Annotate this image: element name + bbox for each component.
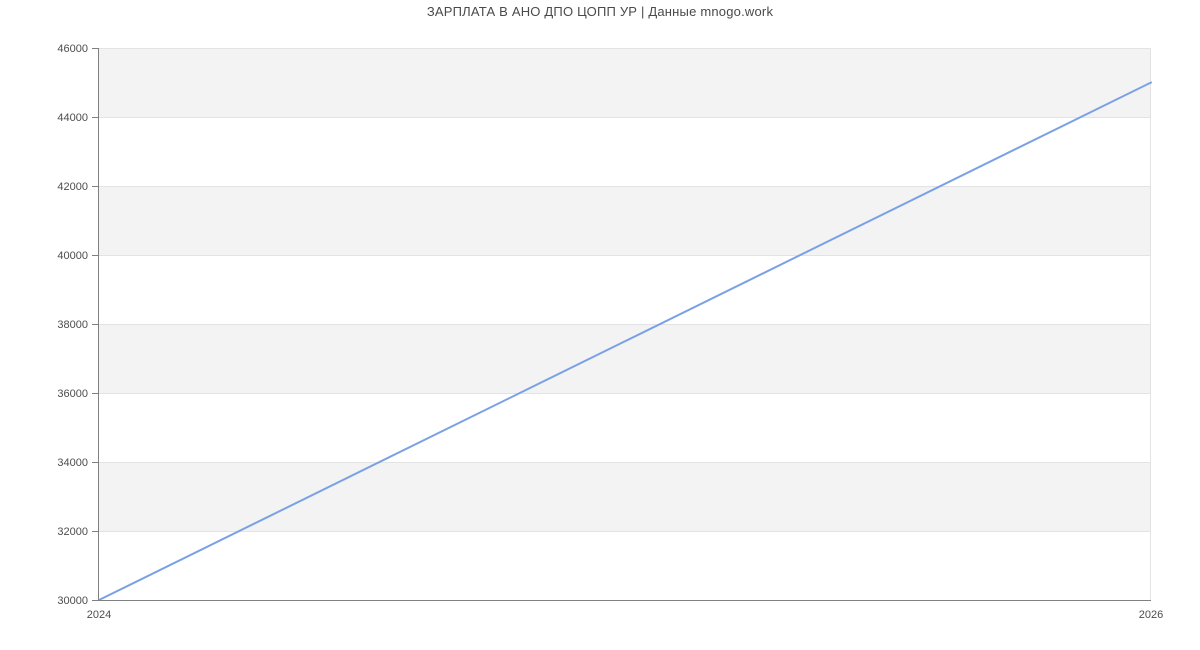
gridline-horizontal — [99, 117, 1151, 118]
line-series-layer — [98, 81, 1152, 601]
plot-band — [99, 117, 1151, 186]
plot-area — [98, 48, 1152, 601]
x-axis-tick-label: 2024 — [86, 609, 112, 621]
y-axis-tick — [92, 600, 98, 601]
x-axis-tick-label: 2026 — [1138, 609, 1164, 621]
gridline-horizontal — [99, 393, 1151, 394]
plot-band — [99, 324, 1151, 393]
chart-title: ЗАРПЛАТА В АНО ДПО ЦОПП УР | Данные mnog… — [426, 4, 774, 19]
plot-band — [99, 531, 1151, 600]
gridline-horizontal — [99, 186, 1151, 187]
y-axis-tick — [92, 117, 98, 118]
gridline-horizontal — [99, 324, 1151, 325]
y-axis-tick — [92, 324, 98, 325]
y-axis-tick-label: 36000 — [57, 388, 88, 400]
gridline-horizontal — [99, 462, 1151, 463]
y-axis-tick-label: 38000 — [57, 319, 88, 331]
gridline-horizontal — [99, 48, 1151, 49]
salary-line — [98, 81, 1152, 601]
y-axis-tick-label: 44000 — [57, 112, 88, 124]
y-axis-line — [98, 48, 99, 601]
y-axis-tick-label: 34000 — [57, 457, 88, 469]
gridline-vertical — [1150, 48, 1151, 600]
x-axis-line — [98, 600, 1151, 601]
plot-band — [99, 462, 1151, 531]
gridline-horizontal — [99, 531, 1151, 532]
y-axis-tick — [92, 255, 98, 256]
y-axis-tick-label: 32000 — [57, 526, 88, 538]
plot-band — [99, 48, 1151, 117]
plot-band — [99, 186, 1151, 255]
y-axis-tick — [92, 531, 98, 532]
plot-band — [99, 393, 1151, 462]
y-axis-tick-label: 40000 — [57, 250, 88, 262]
plot-band — [99, 255, 1151, 324]
y-axis-tick-label: 46000 — [57, 43, 88, 55]
y-axis-tick — [92, 48, 98, 49]
gridline-horizontal — [99, 255, 1151, 256]
y-axis-tick-label: 42000 — [57, 181, 88, 193]
y-axis-tick — [92, 462, 98, 463]
y-axis-tick — [92, 393, 98, 394]
y-axis-tick-label: 30000 — [57, 595, 88, 607]
y-axis-tick — [92, 186, 98, 187]
